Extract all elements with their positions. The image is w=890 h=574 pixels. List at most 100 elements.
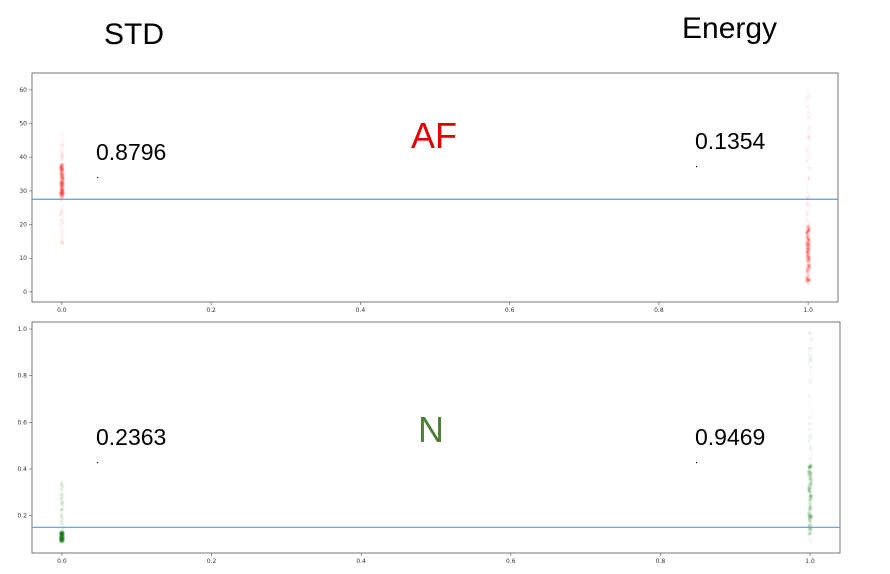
data-point <box>805 269 809 274</box>
data-point <box>60 539 65 543</box>
data-point <box>807 238 811 242</box>
x-tick-label: 0.4 <box>356 307 366 314</box>
data-point <box>805 252 810 256</box>
data-point <box>809 490 813 494</box>
data-point <box>805 235 809 239</box>
data-point <box>807 228 811 232</box>
data-point <box>60 171 64 175</box>
data-point <box>60 173 64 177</box>
data-point <box>808 264 812 268</box>
data-point <box>59 179 63 183</box>
data-point <box>805 243 809 247</box>
data-point <box>807 221 810 224</box>
data-point <box>808 463 813 467</box>
data-point <box>806 278 810 282</box>
data-point <box>59 171 64 175</box>
data-point <box>59 180 64 184</box>
data-point <box>61 531 65 535</box>
y-tick-label: 0.8 <box>17 373 27 380</box>
data-point <box>805 270 809 274</box>
data-point <box>60 192 63 195</box>
data-point <box>807 487 811 491</box>
energy-point-cluster <box>805 96 812 285</box>
data-point <box>59 535 63 539</box>
data-point <box>61 190 65 194</box>
data-point <box>61 172 65 176</box>
y-tick-label: 0.2 <box>17 513 27 520</box>
data-point <box>805 241 809 246</box>
data-point <box>809 496 814 501</box>
data-point <box>807 116 810 119</box>
y-tick-label: 0 <box>23 289 27 296</box>
data-point <box>61 539 65 543</box>
data-point <box>806 264 810 268</box>
data-point <box>805 278 809 282</box>
data-point <box>808 168 811 171</box>
data-point <box>60 539 65 543</box>
data-point <box>806 258 810 262</box>
data-point <box>807 470 811 474</box>
data-point <box>60 537 64 541</box>
data-point <box>805 243 809 247</box>
data-point <box>60 533 64 537</box>
data-point <box>61 493 64 496</box>
data-point <box>808 395 811 398</box>
data-point <box>61 530 65 535</box>
data-point <box>59 180 63 184</box>
data-point <box>806 228 810 232</box>
data-point <box>60 166 64 170</box>
data-point <box>59 164 63 168</box>
data-point <box>61 177 65 182</box>
data-point <box>60 218 63 221</box>
data-point <box>60 168 64 172</box>
data-point <box>807 532 811 536</box>
data-point <box>805 248 810 253</box>
data-point <box>806 280 810 284</box>
data-point <box>59 538 63 542</box>
data-point <box>59 191 63 196</box>
data-point <box>61 180 65 184</box>
data-point <box>806 248 810 252</box>
data-point <box>60 530 64 535</box>
data-point <box>807 250 811 255</box>
std-marker-dot <box>97 177 99 179</box>
x-tick-label: 0.8 <box>654 307 664 314</box>
data-point <box>807 282 810 285</box>
data-point <box>807 268 811 272</box>
data-point <box>59 531 63 535</box>
data-point <box>806 255 810 259</box>
data-point <box>809 481 813 485</box>
data-point <box>59 539 63 543</box>
y-tick-label: 60 <box>19 87 27 94</box>
data-point <box>60 538 64 542</box>
data-point <box>58 536 63 540</box>
data-point <box>806 96 809 99</box>
data-point <box>807 246 811 250</box>
data-point <box>59 536 64 540</box>
data-point <box>59 186 63 190</box>
data-point <box>61 140 64 143</box>
std-point-cluster <box>58 140 65 221</box>
data-point <box>807 514 811 518</box>
data-point <box>60 534 64 538</box>
data-point <box>59 538 63 542</box>
data-point <box>807 265 812 269</box>
data-point <box>809 465 813 469</box>
data-point <box>805 245 809 249</box>
data-point <box>809 470 814 475</box>
data-point <box>806 263 811 267</box>
data-point <box>806 247 811 251</box>
data-point <box>807 255 811 259</box>
data-point <box>61 538 65 542</box>
data-point <box>61 532 65 536</box>
data-point <box>59 184 64 188</box>
data-point <box>61 181 65 185</box>
data-point <box>60 537 65 541</box>
data-point <box>805 275 809 279</box>
data-point <box>810 423 813 426</box>
data-point <box>806 237 810 241</box>
data-point <box>60 538 64 542</box>
x-tick-label: 0.4 <box>356 558 366 565</box>
data-point <box>61 536 65 540</box>
y-tick-label: 50 <box>19 121 27 128</box>
